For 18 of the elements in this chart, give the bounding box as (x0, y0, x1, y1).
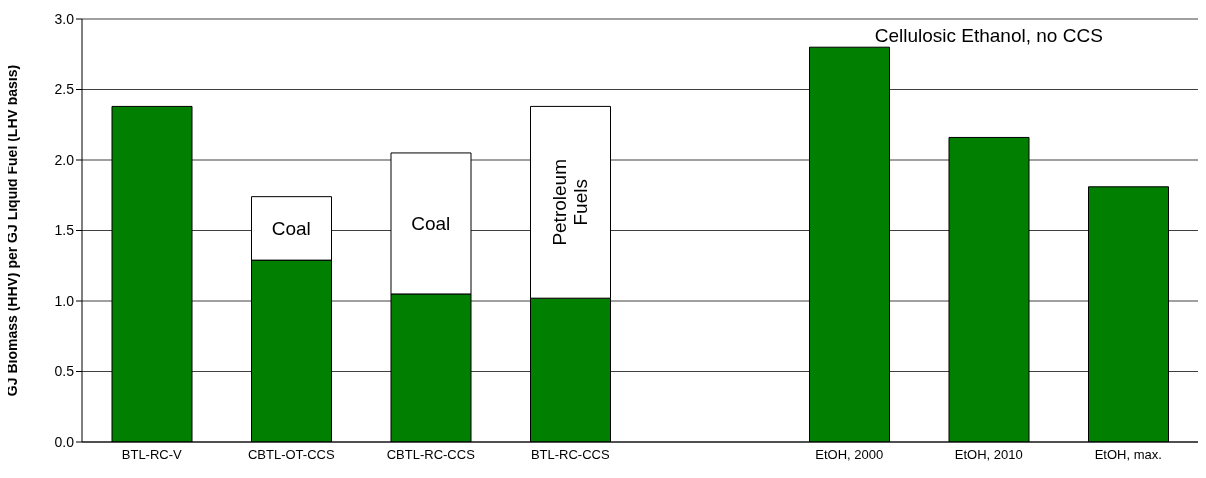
annotation: Coal (271, 217, 311, 239)
y-tick-label: 0.0 (54, 433, 75, 450)
y-tick-label: 3.0 (54, 10, 75, 27)
annotation: Cellulosic Ethanol, no CCS (874, 24, 1103, 46)
y-tick-label: 1.5 (54, 222, 75, 239)
x-tick-label: CBTL-RC-CCS (386, 447, 476, 463)
x-tick-label: EtOH, 2010 (954, 447, 1023, 463)
y-tick-label: 0.5 (54, 363, 75, 380)
annotation: Petroleum Fuels (549, 159, 592, 246)
x-tick-label: CBTL-OT-CCS (247, 447, 335, 463)
y-tick-label: 2.0 (54, 151, 75, 168)
x-tick-label: BTL-RC-V (121, 447, 183, 463)
x-tick-label: EtOH, 2000 (815, 447, 884, 463)
x-tick-label: EtOH, max. (1094, 447, 1162, 463)
y-tick-label: 1.0 (54, 292, 75, 309)
annotation: Coal (411, 212, 451, 234)
y-tick-label: 2.5 (54, 81, 75, 98)
x-tick-label: BTL-RC-CCS (530, 447, 610, 463)
